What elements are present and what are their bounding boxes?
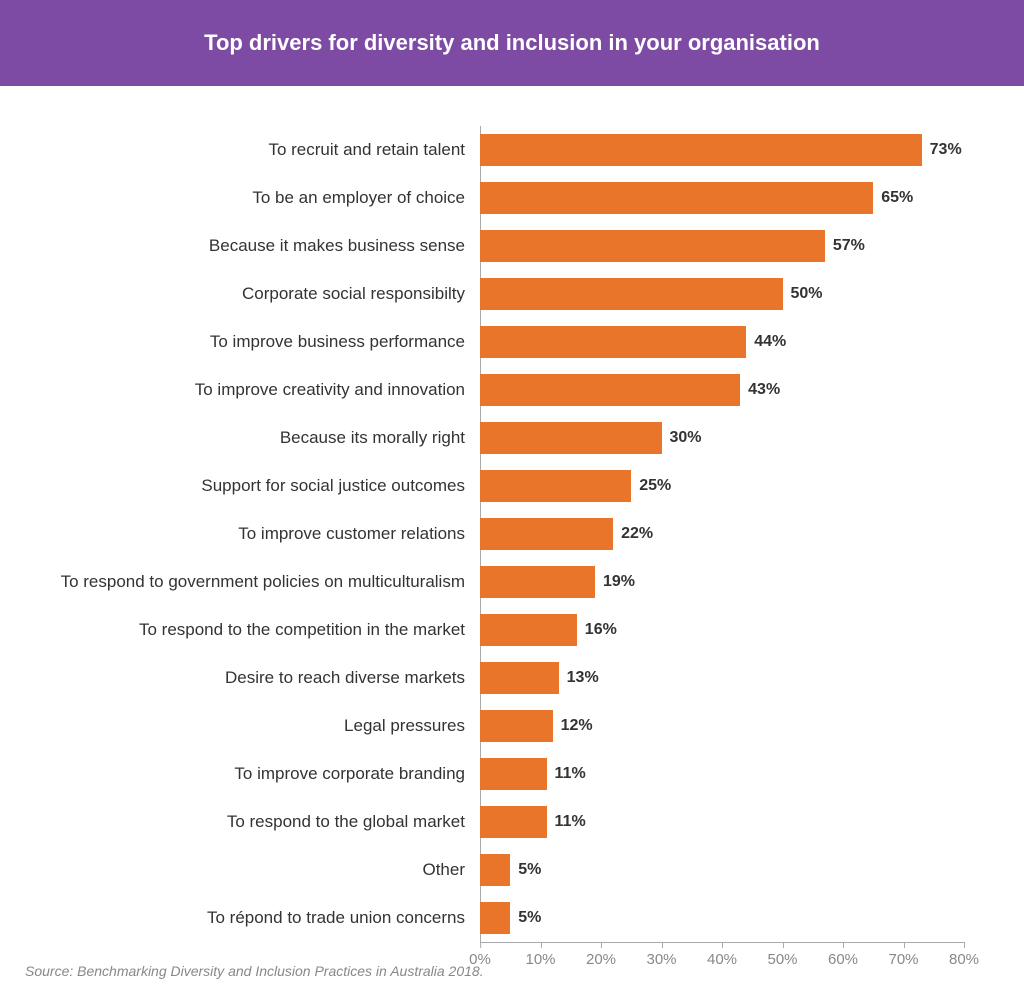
x-axis-tick: 30% (646, 943, 676, 968)
chart-row: To respond to government policies on mul… (60, 558, 964, 606)
category-label: Corporate social responsibilty (60, 284, 480, 304)
bar (480, 854, 510, 886)
bar-zone: 13% (480, 654, 964, 702)
value-label: 73% (930, 141, 962, 159)
chart-row: Support for social justice outcomes 25% (60, 462, 964, 510)
bar (480, 758, 547, 790)
category-label: Support for social justice outcomes (60, 476, 480, 496)
category-label: Because its morally right (60, 428, 480, 448)
value-label: 50% (791, 285, 823, 303)
bar-zone: 43% (480, 366, 964, 414)
chart-row: To be an employer of choice 65% (60, 174, 964, 222)
x-axis-tick: 80% (949, 943, 979, 968)
bar-zone: 19% (480, 558, 964, 606)
bar-zone: 30% (480, 414, 964, 462)
bar-zone: 44% (480, 318, 964, 366)
bar-zone: 12% (480, 702, 964, 750)
bar (480, 278, 783, 310)
bar (480, 614, 577, 646)
value-label: 5% (518, 909, 541, 927)
category-label: To respond to the global market (60, 812, 480, 832)
bar-zone: 11% (480, 798, 964, 846)
bar (480, 326, 746, 358)
bar-zone: 11% (480, 750, 964, 798)
category-label: To improve creativity and innovation (60, 380, 480, 400)
value-label: 19% (603, 573, 635, 591)
category-label: To improve business performance (60, 332, 480, 352)
category-label: Other (60, 860, 480, 880)
bar (480, 134, 922, 166)
bars-area: To recruit and retain talent 73% To be an … (60, 126, 964, 942)
bar (480, 182, 873, 214)
x-axis-tick: 60% (828, 943, 858, 968)
bar-zone: 5% (480, 846, 964, 894)
bar-zone: 16% (480, 606, 964, 654)
category-label: To improve corporate branding (60, 764, 480, 784)
bar (480, 902, 510, 934)
value-label: 11% (555, 813, 586, 831)
bar-zone: 65% (480, 174, 964, 222)
chart-row: To improve customer relations 22% (60, 510, 964, 558)
value-label: 43% (748, 381, 780, 399)
category-label: To be an employer of choice (60, 188, 480, 208)
bar (480, 518, 613, 550)
chart-row: Desire to reach diverse markets 13% (60, 654, 964, 702)
x-axis-tick: 20% (586, 943, 616, 968)
chart-header: Top drivers for diversity and inclusion … (0, 0, 1024, 86)
category-label: To répond to trade union concerns (60, 908, 480, 928)
value-label: 65% (881, 189, 913, 207)
bar (480, 422, 662, 454)
x-axis-tick: 10% (525, 943, 555, 968)
chart-row: To répond to trade union concerns 5% (60, 894, 964, 942)
bar (480, 230, 825, 262)
chart-row: To respond to the global market 11% (60, 798, 964, 846)
value-label: 13% (567, 669, 599, 687)
bar-zone: 50% (480, 270, 964, 318)
chart-row: Legal pressures 12% (60, 702, 964, 750)
bar-zone: 5% (480, 894, 964, 942)
source-citation: Source: Benchmarking Diversity and Inclu… (25, 963, 484, 979)
bar-zone: 73% (480, 126, 964, 174)
value-label: 30% (670, 429, 702, 447)
category-label: Because it makes business sense (60, 236, 480, 256)
chart-row: To recruit and retain talent 73% (60, 126, 964, 174)
chart-row: To improve business performance 44% (60, 318, 964, 366)
bar-zone: 57% (480, 222, 964, 270)
bar (480, 662, 559, 694)
bar (480, 374, 740, 406)
chart-row: Other 5% (60, 846, 964, 894)
value-label: 25% (639, 477, 671, 495)
category-label: To respond to the competition in the mar… (60, 620, 480, 640)
value-label: 12% (561, 717, 593, 735)
value-label: 44% (754, 333, 786, 351)
bar (480, 470, 631, 502)
x-axis-tick: 40% (707, 943, 737, 968)
x-axis-tick: 50% (767, 943, 797, 968)
category-label: To improve customer relations (60, 524, 480, 544)
value-label: 5% (518, 861, 541, 879)
chart-row: Because its morally right 30% (60, 414, 964, 462)
bar (480, 710, 553, 742)
value-label: 57% (833, 237, 865, 255)
bar-zone: 22% (480, 510, 964, 558)
value-label: 11% (555, 765, 586, 783)
chart-title: Top drivers for diversity and inclusion … (20, 30, 1004, 56)
bar-zone: 25% (480, 462, 964, 510)
chart-row: Because it makes business sense 57% (60, 222, 964, 270)
chart-row: To improve creativity and innovation 43% (60, 366, 964, 414)
chart-row: Corporate social responsibilty 50% (60, 270, 964, 318)
chart-container: To recruit and retain talent 73% To be an … (0, 86, 1024, 982)
value-label: 22% (621, 525, 653, 543)
x-axis-tick: 70% (888, 943, 918, 968)
category-label: To respond to government policies on mul… (60, 572, 480, 592)
chart-row: To improve corporate branding 11% (60, 750, 964, 798)
bar (480, 566, 595, 598)
chart-row: To respond to the competition in the mar… (60, 606, 964, 654)
category-label: To recruit and retain talent (60, 140, 480, 160)
category-label: Desire to reach diverse markets (60, 668, 480, 688)
value-label: 16% (585, 621, 617, 639)
bar (480, 806, 547, 838)
category-label: Legal pressures (60, 716, 480, 736)
